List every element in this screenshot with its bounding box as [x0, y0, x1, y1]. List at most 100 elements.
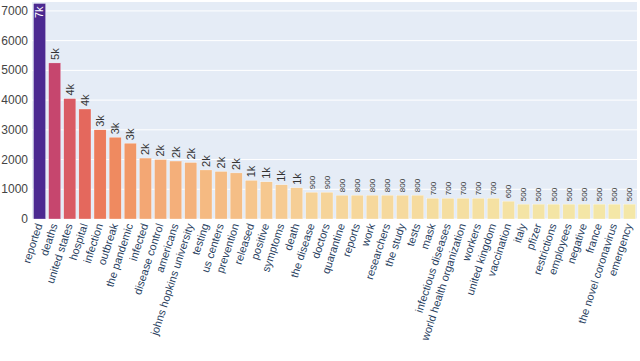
bar [291, 188, 303, 219]
data-label: 800 [383, 178, 392, 192]
grid-line [32, 10, 637, 11]
data-label: 1k [245, 165, 257, 177]
data-label: 500 [610, 187, 619, 201]
data-label: 3k [94, 115, 106, 127]
data-label: 2k [230, 158, 242, 170]
data-label: 700 [429, 181, 438, 195]
bar [276, 185, 288, 219]
data-label: 4k [64, 83, 76, 95]
data-label: 500 [565, 187, 574, 201]
bar [230, 173, 242, 219]
data-label: 2k [154, 144, 166, 156]
bar [442, 198, 454, 219]
bar [623, 204, 635, 219]
bar [79, 109, 91, 219]
data-label: 3k [124, 128, 136, 140]
y-tick-label: 1000 [1, 182, 28, 196]
data-label: 2k [200, 155, 212, 167]
bar [381, 195, 393, 219]
bar [94, 130, 106, 219]
y-tick-label: 4000 [1, 93, 28, 107]
data-label: 5k [49, 48, 61, 60]
x-tick-label: reports [340, 221, 362, 258]
x-tick-label: johns hopkins university [148, 221, 196, 337]
grid-line [32, 70, 637, 71]
grid-line [32, 189, 637, 190]
bar [472, 198, 484, 219]
data-label: 800 [413, 178, 422, 192]
data-label: 500 [534, 187, 543, 201]
data-label: 500 [625, 187, 634, 201]
grid-line [32, 40, 637, 41]
bar [412, 195, 424, 219]
grid-line [32, 129, 637, 130]
chart: 010002000300040005000600070007kreported5… [0, 0, 640, 361]
grid-line [32, 159, 637, 160]
y-tick-label: 6000 [1, 34, 28, 48]
data-label: 600 [504, 184, 513, 198]
data-label: 3k [109, 122, 121, 134]
bar [593, 204, 605, 219]
x-tick-label: emergency [606, 221, 634, 277]
x-tick-label: vaccination [485, 222, 513, 278]
data-label: 800 [368, 178, 377, 192]
data-label: 900 [323, 175, 332, 189]
y-tick-label: 5000 [1, 63, 28, 77]
data-label: 500 [550, 187, 559, 201]
bar [34, 3, 46, 219]
bar [49, 63, 61, 219]
data-label: 2k [139, 143, 151, 155]
bar [260, 182, 272, 219]
data-label: 700 [489, 181, 498, 195]
x-tick-label: world health organization [418, 222, 468, 343]
bar [64, 99, 76, 219]
bar [427, 198, 439, 219]
bar [306, 192, 318, 219]
data-label: 2k [185, 147, 197, 159]
data-label: 700 [459, 181, 468, 195]
data-label: 7k [33, 6, 45, 18]
grid-line [32, 100, 637, 101]
data-label: 800 [398, 178, 407, 192]
data-label: 1k [275, 170, 287, 182]
bar [487, 198, 499, 219]
data-label: 1k [260, 167, 272, 179]
data-label: 500 [580, 187, 589, 201]
bar [215, 171, 227, 219]
y-tick-label: 0 [21, 212, 28, 226]
data-label: 2k [170, 146, 182, 158]
plot-background [32, 2, 637, 219]
data-label: 1k [291, 173, 303, 185]
bar [578, 204, 590, 219]
data-label: 2k [215, 156, 227, 168]
data-label: 800 [353, 178, 362, 192]
bar [533, 204, 545, 219]
bar [336, 195, 348, 219]
y-tick-label: 7000 [1, 4, 28, 18]
y-tick-label: 3000 [1, 123, 28, 137]
data-label: 800 [338, 178, 347, 192]
bar [245, 180, 257, 219]
bar [502, 201, 514, 219]
bars [34, 3, 636, 219]
bar [155, 160, 167, 219]
bar [139, 158, 151, 219]
data-label: 700 [474, 181, 483, 195]
bar [200, 170, 212, 219]
grid-line [32, 219, 637, 220]
bar [457, 198, 469, 219]
bar [397, 195, 409, 219]
bar [608, 204, 620, 219]
bar [351, 195, 363, 219]
bar [548, 204, 560, 219]
bar [563, 204, 575, 219]
bar [321, 192, 333, 219]
bar [518, 204, 530, 219]
bar [109, 137, 121, 219]
data-label: 700 [444, 181, 453, 195]
bar [366, 195, 378, 219]
data-label: 500 [519, 187, 528, 201]
bar [170, 161, 182, 219]
bar [124, 143, 136, 219]
bar [185, 163, 197, 219]
